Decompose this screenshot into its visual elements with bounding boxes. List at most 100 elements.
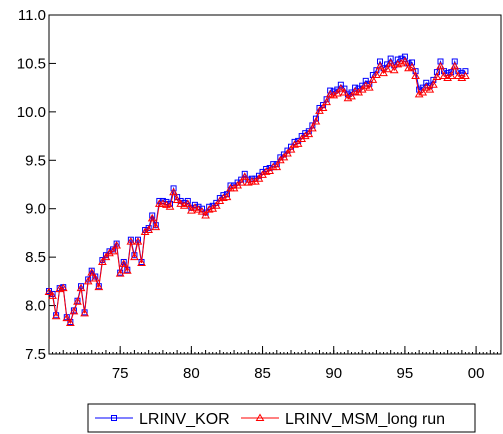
data-point: [361, 81, 371, 89]
data-point: [336, 84, 346, 92]
data-point: [439, 71, 449, 80]
data-point: [272, 162, 282, 171]
data-point: [293, 139, 303, 147]
data-point: [51, 311, 61, 320]
y-axis: 7.5 8.0 8.5 9.0 9.5 10.0 10.5 11.0: [17, 7, 56, 363]
data-point: [283, 149, 292, 157]
data-point: [407, 62, 417, 71]
x-tick-label: 75: [112, 365, 129, 382]
data-point: [162, 200, 171, 208]
series-line: [48, 60, 466, 325]
data-point: [421, 83, 431, 91]
data-point: [265, 166, 275, 174]
data-point: [183, 199, 193, 207]
data-point: [350, 87, 360, 95]
legend: LRINV_KOR LRINV_MSM_long run: [87, 403, 476, 433]
data-point: [357, 85, 367, 93]
data-point: [457, 73, 467, 81]
data-point: [98, 257, 107, 265]
y-tick-label: 8.5: [25, 249, 46, 266]
y-tick-label: 10.5: [17, 55, 46, 72]
x-tick-label: 80: [183, 365, 200, 382]
data-point: [409, 59, 416, 66]
y-tick-label: 11.0: [18, 7, 46, 24]
data-point: [443, 73, 452, 81]
data-point: [332, 88, 342, 97]
data-point: [343, 93, 353, 102]
x-tick-label: 95: [397, 365, 414, 382]
data-point: [73, 297, 82, 305]
data-point: [376, 58, 383, 65]
data-point: [179, 201, 189, 209]
x-tick-label: 00: [468, 365, 485, 382]
data-point: [396, 58, 406, 67]
y-tick-label: 7.5: [25, 346, 46, 363]
x-axis: 75 80 85 90 95 00: [48, 346, 502, 382]
data-point: [364, 83, 374, 91]
data-point: [194, 205, 203, 213]
data-point: [425, 85, 435, 93]
data-point: [451, 58, 458, 65]
data-point: [65, 318, 75, 327]
legend-box: [87, 403, 476, 433]
data-point: [394, 56, 401, 63]
data-point: [433, 69, 440, 76]
data-point: [352, 84, 359, 91]
data-point: [115, 269, 125, 277]
data-point: [375, 61, 385, 70]
data-point: [329, 90, 339, 99]
series-line: [48, 55, 466, 324]
legend-marker: [255, 413, 265, 421]
data-point: [322, 97, 331, 106]
data-point: [437, 58, 444, 65]
data-point: [444, 70, 451, 77]
data-point: [122, 266, 132, 274]
data-point: [62, 313, 72, 322]
legend-label: LRINV_MSM_long run: [285, 411, 445, 428]
data-point: [58, 283, 68, 292]
data-point: [69, 306, 79, 315]
series-0: [46, 53, 469, 326]
data-point: [140, 227, 150, 235]
data-point: [190, 203, 200, 211]
data-point: [201, 211, 210, 219]
data-point: [400, 56, 410, 65]
x-tick-label: 90: [325, 365, 342, 382]
data-point: [311, 117, 321, 125]
y-tick-label: 9.0: [25, 201, 46, 218]
data-point: [347, 91, 356, 100]
data-point: [325, 89, 335, 98]
legend-items: LRINV_KOR LRINV_MSM_long run: [95, 411, 445, 428]
data-point: [398, 55, 405, 62]
data-point: [105, 248, 114, 257]
data-point: [382, 64, 392, 73]
data-point: [304, 129, 314, 138]
data-point: [379, 68, 388, 77]
y-tick-label: 8.0: [25, 298, 46, 315]
data-point: [387, 55, 394, 62]
data-point: [90, 273, 100, 282]
data-point: [368, 75, 378, 83]
data-point: [211, 201, 221, 209]
data-point: [80, 308, 89, 317]
data-point: [327, 87, 334, 94]
data-point: [414, 89, 424, 98]
data-point: [87, 268, 97, 276]
data-point: [411, 71, 420, 80]
legend-label: LRINV_KOR: [139, 411, 230, 428]
data-point: [112, 241, 121, 249]
data-point: [372, 70, 381, 79]
data-point: [165, 202, 175, 210]
data-point: [44, 287, 54, 296]
data-point: [286, 145, 296, 153]
data-point: [108, 246, 118, 255]
data-point: [119, 259, 129, 267]
data-point: [432, 72, 442, 80]
series-layer: [44, 53, 470, 327]
data-point: [130, 252, 139, 261]
data-point: [222, 192, 232, 201]
data-point: [137, 258, 146, 266]
legend-item-1: LRINV_MSM_long run: [241, 411, 445, 428]
data-point: [450, 61, 460, 70]
